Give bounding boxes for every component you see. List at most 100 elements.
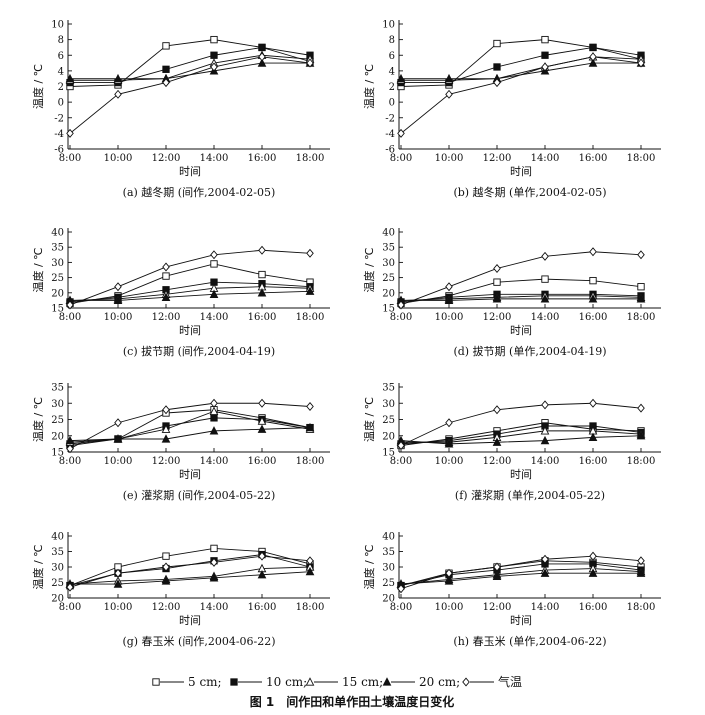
series-line <box>69 402 311 450</box>
series-line <box>400 402 642 446</box>
series-line <box>69 263 311 304</box>
x-tick-label: 18:00 <box>627 153 656 164</box>
data-point <box>306 402 314 411</box>
y-tick-label: -6 <box>54 145 64 156</box>
data-point <box>66 128 74 138</box>
y-tick-label: 30 <box>51 258 64 269</box>
x-tick-label: 12:00 <box>483 312 512 323</box>
series-open-square <box>397 275 645 308</box>
chart-panel-c: 15 20 25 30 35 40 8:00 10:00 12:00 14:00 16:00 18:0… <box>31 228 330 358</box>
data-point <box>65 435 75 445</box>
chart-panel-a: -6 -4 -2 0 2 4 6 8 10 8:00 10:00 12:00 14:00 16:00 18:… <box>31 20 330 199</box>
x-tick-label: 10:00 <box>435 153 464 164</box>
series-open-diamond <box>397 247 645 310</box>
data-point <box>114 418 122 428</box>
data-point <box>258 270 266 279</box>
y-tick-label: 30 <box>51 563 64 574</box>
x-tick-label: 14:00 <box>200 153 229 164</box>
data-point <box>210 398 218 408</box>
x-tick-label: 12:00 <box>152 602 181 613</box>
series-line <box>400 568 642 585</box>
data-point <box>113 73 123 83</box>
series-open-diamond <box>397 398 645 450</box>
y-tick-label: 10 <box>382 20 395 31</box>
y-tick-label: 15 <box>382 448 395 459</box>
x-tick-label: 14:00 <box>200 456 229 467</box>
legend-label: 10 cm; <box>266 675 307 689</box>
data-point <box>161 424 171 433</box>
data-point <box>588 568 598 577</box>
panel-caption: (c) 拔节期 (间作,2004-04-19) <box>123 344 275 358</box>
data-point <box>66 444 74 454</box>
data-point <box>541 554 549 564</box>
x-tick-label: 8:00 <box>390 153 412 164</box>
data-point <box>114 89 122 99</box>
data-point <box>397 300 405 310</box>
legend-label: 20 cm; <box>419 675 460 689</box>
series-filled-triangle <box>396 430 646 448</box>
legend-marker <box>305 677 315 686</box>
x-tick-label: 10:00 <box>104 602 133 613</box>
x-tick-label: 14:00 <box>531 602 560 613</box>
series-line <box>400 422 642 446</box>
data-point <box>492 437 502 446</box>
series-line <box>401 56 642 81</box>
x-tick-label: 14:00 <box>200 312 229 323</box>
y-tick-label: -6 <box>385 145 395 156</box>
data-point <box>541 51 549 59</box>
data-point <box>445 282 453 292</box>
legend: 5 cm; 10 cm; 15 cm; 20 cm; 气温 <box>152 674 522 689</box>
x-tick-label: 12:00 <box>483 602 512 613</box>
x-axis-label: 时间 <box>510 165 532 178</box>
data-point <box>396 73 406 83</box>
series-line <box>69 555 311 588</box>
y-axis-label: 温度 / ℃ <box>362 64 376 109</box>
data-point <box>210 250 218 260</box>
y-tick-label: 15 <box>51 304 64 315</box>
y-tick-label: 30 <box>51 399 64 410</box>
chart-panel-d: 15 20 25 30 35 40 8:00 10:00 12:00 14:00 16:00 18:0… <box>362 228 661 358</box>
series-line <box>400 563 642 587</box>
y-tick-label: 2 <box>389 82 395 93</box>
panel-caption: (h) 春玉米 (单作,2004-06-22) <box>453 635 606 648</box>
data-point <box>397 441 405 450</box>
x-tick-label: 8:00 <box>59 312 81 323</box>
panel-caption: (f) 灌浆期 (单作,2004-05-22) <box>455 488 605 502</box>
x-tick-label: 8:00 <box>390 602 412 613</box>
legend-label: 5 cm; <box>188 675 222 689</box>
series-line <box>400 425 642 445</box>
y-tick-label: 10 <box>51 20 64 31</box>
data-point <box>210 544 218 553</box>
y-tick-label: 35 <box>382 547 395 558</box>
y-axis-label: 温度 / ℃ <box>31 247 45 292</box>
series-line <box>69 286 311 301</box>
legend-item: 10 cm; <box>230 675 307 689</box>
data-point <box>445 89 453 99</box>
data-point <box>306 248 314 258</box>
y-tick-label: 25 <box>51 578 64 589</box>
y-tick-label: 20 <box>51 594 64 605</box>
data-point <box>210 51 218 59</box>
data-point <box>493 263 501 273</box>
y-tick-label: 25 <box>382 578 395 589</box>
data-point <box>257 416 267 425</box>
series-open-diamond <box>66 551 314 592</box>
data-point <box>210 260 218 268</box>
legend-marker <box>230 678 238 686</box>
chart-panel-e: 15 20 25 30 35 8:00 10:00 12:00 14:00 16:00 18:00 时… <box>31 383 330 502</box>
x-tick-label: 10:00 <box>435 312 464 323</box>
y-axis-label: 温度 / ℃ <box>362 247 376 292</box>
series-line <box>400 39 642 87</box>
x-axis-label: 时间 <box>510 468 532 481</box>
panel-caption: (g) 春玉米 (间作,2004-06-22) <box>122 635 275 648</box>
x-tick-label: 16:00 <box>579 153 608 164</box>
chart-panel-b: -6 -4 -2 0 2 4 6 8 10 8:00 10:00 12:00 14:00 16:00 18:… <box>362 20 661 199</box>
data-point <box>306 556 314 566</box>
panel-caption: (e) 灌浆期 (间作,2004-05-22) <box>123 488 276 502</box>
y-axis-label: 温度 / ℃ <box>31 397 45 442</box>
data-point <box>258 398 266 408</box>
data-point <box>210 62 218 72</box>
series-line <box>400 572 641 585</box>
data-point <box>113 579 123 588</box>
data-point <box>162 42 170 50</box>
